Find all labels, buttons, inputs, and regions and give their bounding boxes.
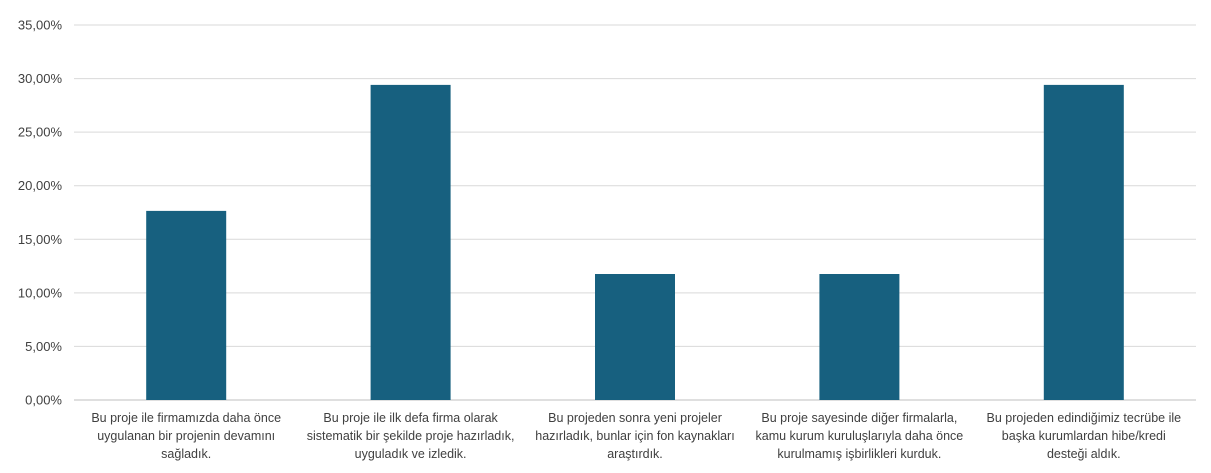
- x-category-label: Bu proje ile firmamızda daha önce uygulan…: [91, 411, 281, 461]
- y-tick-label: 30,00%: [18, 71, 63, 86]
- bar: [146, 210, 227, 400]
- y-tick-label: 5,00%: [25, 339, 62, 354]
- y-tick-label: 0,00%: [25, 393, 62, 408]
- bar: [370, 84, 451, 401]
- x-category-label: Bu projeden edindiğimiz tecrübe ile başka…: [987, 411, 1182, 461]
- y-axis-ticks: 0,00% 5,00% 10,00% 15,00% 20,00% 25,00% 30,00%…: [18, 18, 63, 408]
- bar: [1043, 84, 1124, 401]
- y-tick-label: 10,00%: [18, 285, 63, 300]
- x-category-label: Bu proje ile ilk defa firma olarak sistem…: [307, 411, 515, 461]
- bar: [819, 274, 900, 400]
- y-tick-label: 20,00%: [18, 178, 63, 193]
- x-axis-categories: Bu proje ile firmamızda daha önce uygulan…: [91, 411, 1181, 461]
- y-tick-label: 35,00%: [18, 18, 63, 33]
- bars: [146, 84, 1124, 401]
- x-category-label: Bu proje sayesinde diğer firmalarla, kamu…: [756, 411, 964, 461]
- y-tick-label: 25,00%: [18, 125, 63, 140]
- y-tick-label: 15,00%: [18, 232, 63, 247]
- bar: [595, 274, 675, 400]
- x-category-label: Bu projeden sonra yeni projeler hazırladı…: [535, 411, 734, 461]
